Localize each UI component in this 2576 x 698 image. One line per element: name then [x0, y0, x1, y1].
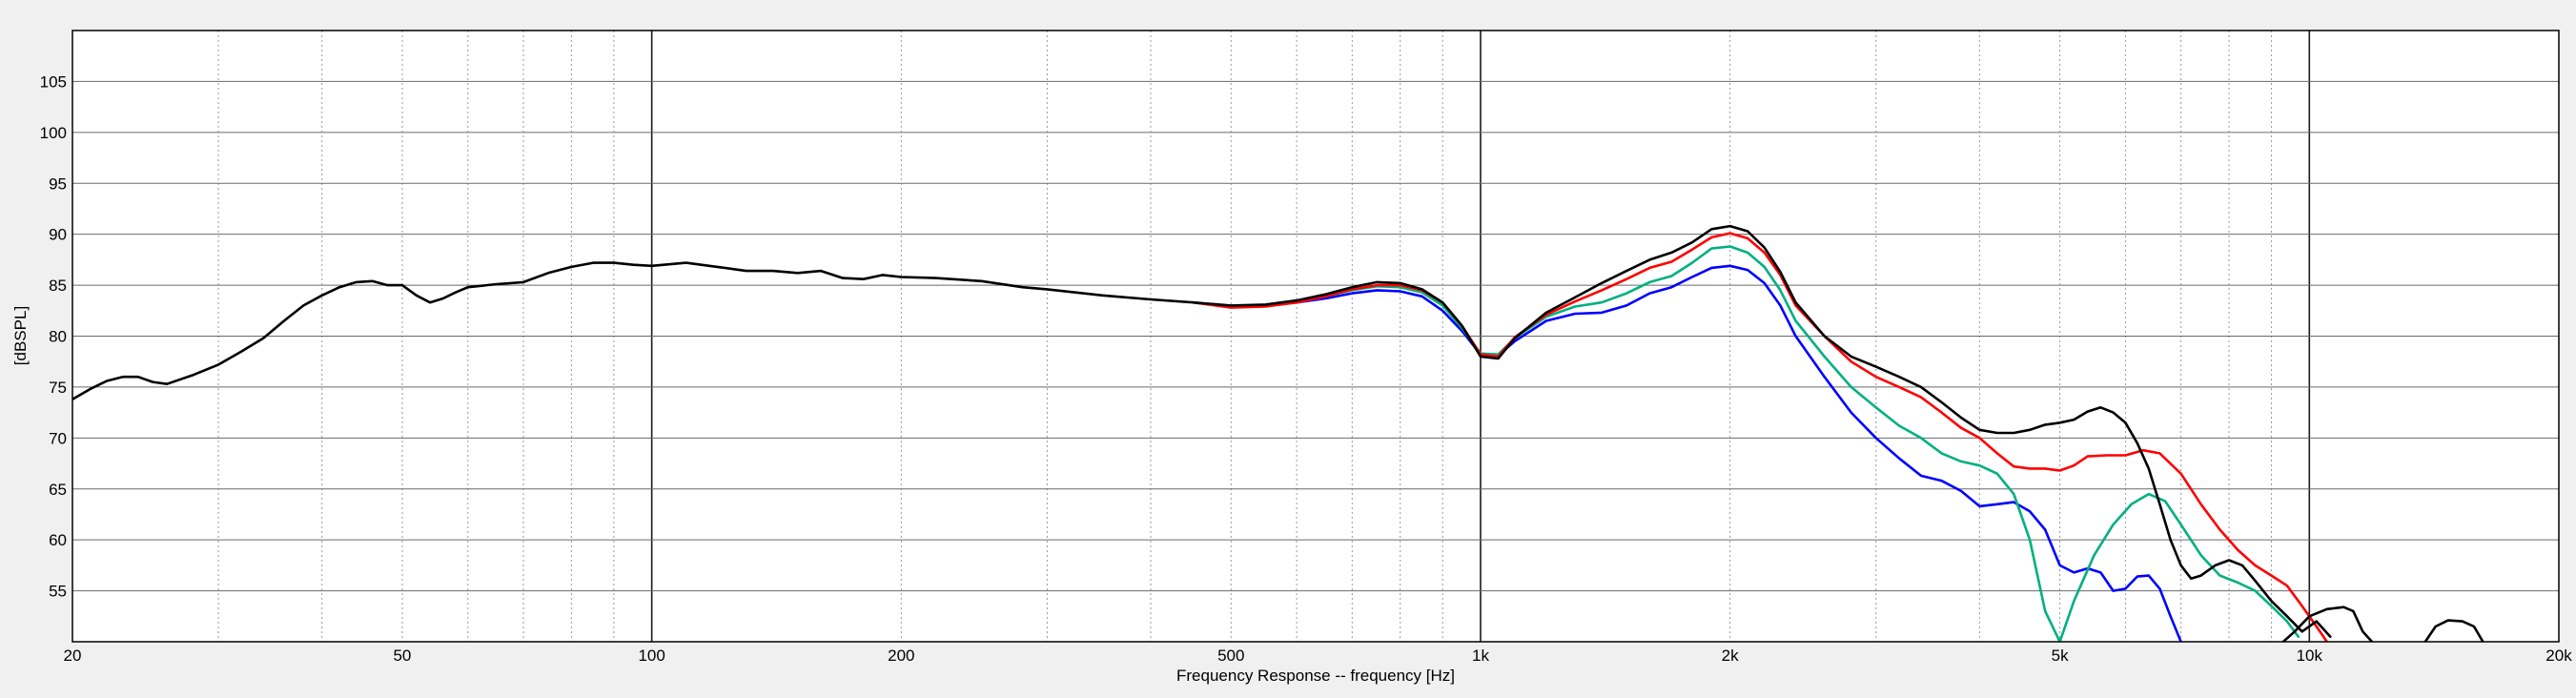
- x-tick-labels: 20 50 100 200 500 1k 2k 5k 10k 20k: [64, 647, 2573, 665]
- x-tick-label: 100: [638, 647, 664, 665]
- plot-frame: [72, 30, 2560, 643]
- series-line-5: [2281, 606, 2374, 642]
- x-tick-label: 50: [393, 647, 411, 665]
- series-line-4: [72, 224, 2332, 639]
- x-tick-label: 20k: [2545, 647, 2572, 665]
- x-tick-label: 5k: [2052, 647, 2069, 665]
- y-tick-labels: 55 60 65 70 75 80 85 90 95 100 105: [40, 72, 67, 600]
- x-tick-label: 500: [1217, 647, 1244, 665]
- y-tick-label: 55: [49, 583, 67, 601]
- x-axis-label: Frequency Response -- frequency [Hz]: [1176, 667, 1455, 685]
- y-tick-label: 90: [49, 226, 67, 244]
- y-tick-label: 95: [49, 174, 67, 193]
- y-axis-label: [dBSPL]: [11, 306, 30, 365]
- x-tick-label: 200: [888, 647, 914, 665]
- y-tick-label: 100: [40, 124, 67, 142]
- series-line-2: [1192, 245, 2300, 642]
- series-line-1: [1192, 264, 2182, 642]
- x-tick-label: 10k: [2297, 647, 2323, 665]
- series-line-6: [2423, 619, 2484, 642]
- x-tick-label: 2k: [1722, 647, 1739, 665]
- x-tick-label: 20: [64, 647, 82, 665]
- y-tick-label: 70: [49, 429, 67, 447]
- major-grid: [72, 31, 2559, 642]
- y-tick-label: 60: [49, 531, 67, 549]
- series-layer: [72, 224, 2484, 642]
- y-tick-label: 75: [49, 379, 67, 397]
- y-tick-label: 80: [49, 328, 67, 346]
- y-tick-label: 105: [40, 72, 67, 91]
- y-tick-label: 85: [49, 277, 67, 295]
- y-tick-label: 65: [49, 481, 67, 499]
- x-tick-label: 1k: [1472, 647, 1489, 665]
